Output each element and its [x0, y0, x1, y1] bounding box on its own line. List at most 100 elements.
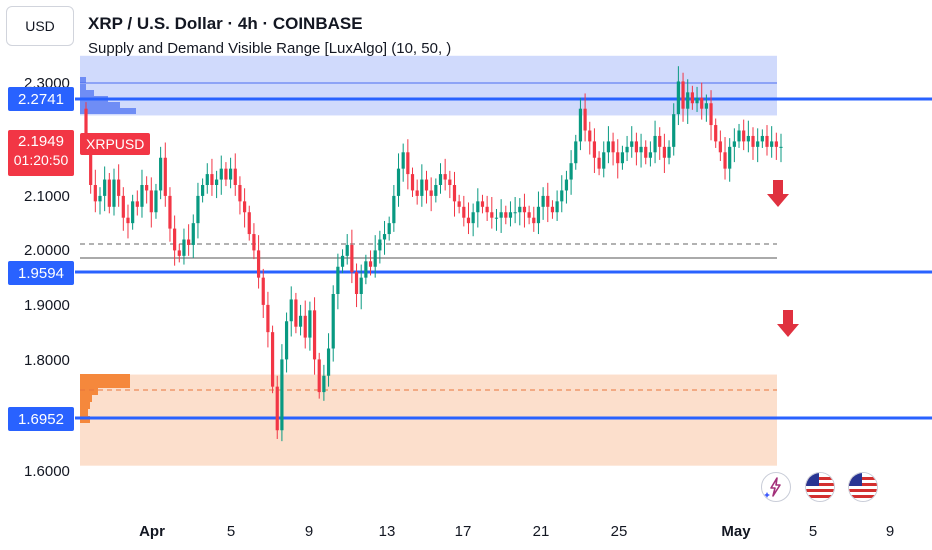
candle-body [149, 190, 153, 213]
candle-body [238, 185, 242, 202]
us-flag-icon[interactable] [848, 472, 878, 502]
candle-body [672, 114, 676, 147]
candle-body [159, 157, 163, 191]
candle-body [121, 195, 125, 218]
candle-body [340, 255, 345, 267]
candle-body [550, 206, 555, 213]
candle-body [583, 108, 587, 131]
demand-profile-bar [80, 409, 88, 416]
candle-body [723, 152, 727, 169]
candle-body [564, 179, 569, 191]
candle-body [457, 201, 461, 207]
candle-body [714, 125, 718, 142]
candle-body [578, 108, 583, 142]
candle-body [256, 250, 261, 278]
candle-body [177, 250, 181, 256]
candle-body [686, 92, 690, 109]
candle-body [709, 103, 713, 126]
candle-body [289, 299, 293, 322]
candle-body [700, 97, 704, 109]
candle-body [284, 321, 289, 360]
candle-body [410, 174, 415, 191]
x-tick-label: 13 [379, 523, 396, 540]
candle-body [336, 266, 340, 294]
candle-body [513, 212, 517, 214]
candle-body [625, 146, 629, 153]
candle-body [480, 201, 485, 207]
currency-button[interactable]: USD [6, 6, 74, 46]
candle-body [494, 217, 499, 219]
candle-body [126, 217, 130, 224]
candle-body [387, 223, 391, 235]
candle-body [742, 130, 746, 142]
candle-body [490, 212, 494, 218]
candle-body [84, 108, 88, 147]
candle-body [252, 234, 256, 251]
candle-body [261, 277, 265, 305]
x-tick-label: 5 [809, 523, 817, 540]
candle-body [382, 234, 387, 240]
candle-body [630, 141, 634, 147]
candle-body [499, 212, 503, 218]
candle-body [704, 103, 708, 109]
candle-body [201, 185, 205, 196]
candle-body [532, 217, 536, 224]
supply-profile-bar [80, 77, 86, 83]
candle-body [555, 201, 559, 213]
candle-body [695, 97, 699, 104]
candle-body [588, 130, 592, 142]
candle-body [298, 315, 303, 327]
candle-body [728, 146, 732, 169]
candle-body [620, 152, 625, 164]
candle-body [191, 223, 195, 245]
candle-body [312, 310, 317, 360]
demand-profile-bar [80, 402, 90, 409]
candle-body [718, 141, 722, 153]
candle-body [326, 348, 331, 376]
candle-body [107, 179, 111, 207]
indicator-subtitle: Supply and Demand Visible Range [LuxAlgo… [88, 40, 452, 57]
candle-body [247, 212, 251, 235]
candle-body [154, 190, 158, 213]
candle-body [737, 130, 741, 142]
candle-body [317, 359, 321, 393]
candle-body [294, 299, 298, 327]
y-tick-1900: 1.9000 [24, 297, 70, 314]
x-tick-label: May [721, 523, 751, 540]
candle-body [93, 185, 97, 202]
candle-body [522, 206, 527, 213]
current-price-value: 2.1949 [18, 133, 64, 150]
candle-body [648, 152, 652, 158]
candle-body [145, 185, 149, 191]
candle-body [592, 141, 597, 158]
bar-countdown: 01:20:50 [13, 152, 69, 168]
demand-profile-bar [80, 374, 130, 381]
x-tick-label: Apr [139, 523, 165, 540]
candle-body [471, 212, 475, 224]
candle-body [373, 250, 377, 267]
candle-body [546, 195, 550, 207]
x-tick-label: 25 [611, 523, 628, 540]
candle-body [224, 168, 228, 180]
supply-profile-bar [80, 102, 120, 108]
lightning-icon[interactable] [761, 472, 791, 502]
candle-body [732, 141, 736, 147]
down-arrow-1 [767, 180, 789, 207]
price-level-tag-3: 1.6952 [8, 407, 74, 431]
candle-body [639, 146, 643, 153]
candle-body [187, 239, 191, 245]
candle-body [658, 135, 662, 147]
demand-profile-bar [80, 395, 92, 402]
candle-body [415, 190, 419, 196]
candle-body [350, 244, 354, 273]
candle-body [378, 239, 382, 251]
x-tick-label: 5 [227, 523, 235, 540]
candle-body [443, 174, 447, 180]
us-flag-icon[interactable] [805, 472, 835, 502]
candle-body [308, 310, 312, 338]
y-tick-1800: 1.8000 [24, 352, 70, 369]
candle-body [541, 195, 545, 207]
candle-body [401, 152, 405, 169]
